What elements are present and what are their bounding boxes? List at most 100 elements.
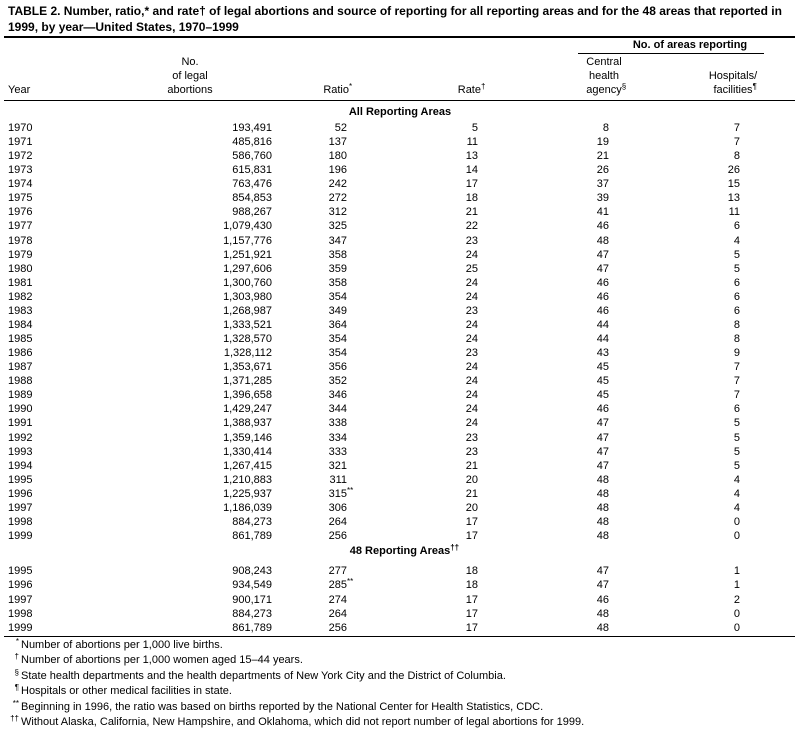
table-cell: 24 [465, 318, 478, 331]
table-cell: 45 [596, 375, 609, 388]
table-cell: 1988 [8, 375, 33, 388]
table-cell: 7 [733, 375, 740, 388]
table-cell: 18 [465, 565, 478, 577]
table-cell: 315 ** [328, 485, 354, 500]
table-cell: 5 [733, 459, 740, 472]
table-cell: 180 [328, 150, 347, 163]
table-cell: 46 [596, 276, 609, 289]
footnote-text: Number of abortions per 1,000 live birth… [21, 639, 223, 651]
table-cell: 46 [596, 290, 609, 303]
column-header: of legal [172, 70, 208, 82]
table-cell: 1996 [8, 487, 33, 500]
table-cell: 17 [465, 178, 478, 191]
rule [4, 636, 795, 637]
table-cell: 1,251,921 [223, 248, 272, 261]
table-cell: 1,328,112 [223, 347, 272, 360]
table-cell: 1997 [8, 501, 33, 514]
table-cell: 1999 [8, 622, 33, 634]
table-cell: 17 [465, 607, 478, 620]
table-cell: 256 [328, 622, 347, 634]
footnote-text: Number of abortions per 1,000 women aged… [21, 654, 303, 667]
table-cell: 1984 [8, 318, 33, 331]
table-cell: 1,079,430 [223, 220, 272, 233]
table-cell: 48 [596, 515, 609, 528]
table-cell: 1980 [8, 262, 33, 275]
table-cell: 854,853 [232, 192, 272, 205]
table-cell: 1,225,937 [223, 487, 272, 500]
table-cell: 325 [328, 220, 347, 233]
table-cell: 48 [596, 473, 609, 486]
table-cell: 1970 [8, 122, 33, 134]
table-cell: 285 ** [328, 577, 354, 592]
table-cell: 333 [328, 445, 347, 458]
table-cell: 26 [596, 164, 609, 177]
table-cell: 8 [602, 122, 609, 134]
table-cell: 18 [465, 192, 478, 205]
footnote-mark: § [14, 667, 19, 677]
table-cell: 23 [465, 304, 478, 317]
table-cell: 46 [596, 403, 609, 416]
table-cell: 44 [596, 333, 609, 346]
table-cell: 25 [465, 262, 478, 275]
table-cell: 11 [466, 136, 478, 149]
footnote-mark: ¶ [14, 683, 19, 693]
table-cell: 46 [596, 593, 609, 606]
note-mark: * [349, 82, 353, 91]
table-cell: 17 [465, 530, 478, 543]
column-header: facilities ¶ [713, 82, 757, 96]
table-cell: 334 [328, 431, 347, 444]
table-cell: 6 [733, 220, 740, 233]
table-cell: 354 [328, 290, 347, 303]
table-cell: 1,157,776 [223, 234, 272, 247]
table-cell: 306 [328, 501, 347, 514]
footnote-text: Without Alaska, California, New Hampshir… [21, 716, 585, 728]
column-header: Year [8, 84, 31, 96]
table-cell: 1979 [8, 248, 33, 261]
table-cell: 1993 [8, 445, 33, 458]
table-cell: 21 [596, 150, 609, 163]
table-cell: 0 [733, 622, 740, 634]
table-cell: 8 [733, 150, 740, 163]
table-cell: 48 [596, 530, 609, 543]
table-cell: 24 [465, 361, 478, 374]
footnote-text: Beginning in 1996, the ratio was based o… [21, 700, 544, 713]
table-cell: 14 [465, 164, 478, 177]
table-cell: 47 [596, 565, 609, 577]
table-cell: 763,476 [232, 178, 272, 191]
table-cell: 1976 [8, 206, 33, 219]
table-cell: 8 [733, 333, 740, 346]
table-title: TABLE 2. Number, ratio,* and rate† of le… [8, 4, 782, 34]
table-cell: 242 [328, 178, 347, 191]
table-cell: 1,186,039 [223, 501, 272, 514]
rule [4, 100, 795, 101]
table-cell: 1982 [8, 290, 33, 303]
table-cell: 5 [733, 248, 740, 261]
table-cell: 47 [596, 459, 609, 472]
table-cell: 861,789 [232, 622, 272, 634]
table-cell: 1,330,414 [223, 445, 272, 458]
table-cell: 1989 [8, 389, 33, 402]
table-cell: 272 [328, 192, 347, 205]
table-cell: 137 [328, 136, 347, 149]
table-cell: 1995 [8, 473, 33, 486]
table-cell: 24 [465, 375, 478, 388]
table-cell: 47 [596, 579, 609, 592]
table-cell: 1986 [8, 347, 33, 360]
table-cell: 13 [465, 150, 478, 163]
table-cell: 934,549 [232, 579, 272, 592]
table-cell: 5 [471, 122, 478, 134]
table-cell: 7 [733, 389, 740, 402]
table-cell: 46 [596, 220, 609, 233]
table-cell: 193,491 [232, 122, 272, 134]
table-cell: 52 [334, 122, 347, 134]
table-cell: 17 [465, 593, 478, 606]
table-cell: 1998 [8, 515, 33, 528]
table-cell: 20 [465, 501, 478, 514]
table-cell: 24 [465, 276, 478, 289]
table-cell: 1,371,285 [223, 375, 272, 388]
table-cell: 15 [727, 178, 740, 191]
table-cell: 1992 [8, 431, 33, 444]
table-cell: 364 [328, 318, 347, 331]
table-cell: 1972 [8, 150, 33, 163]
